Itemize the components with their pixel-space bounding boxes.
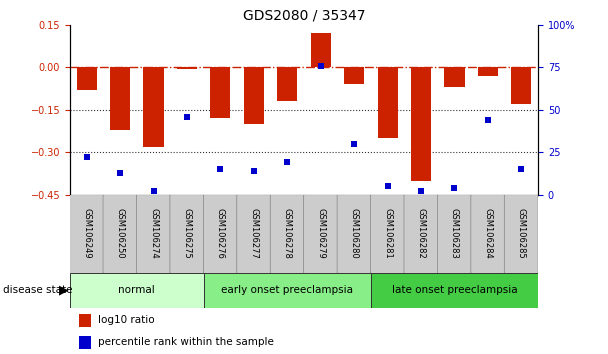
FancyBboxPatch shape (237, 195, 271, 273)
FancyBboxPatch shape (170, 195, 204, 273)
Point (383, 183, 393, 189)
Bar (511, 67, 531, 104)
Text: ▶: ▶ (59, 284, 69, 297)
FancyBboxPatch shape (270, 195, 304, 273)
FancyBboxPatch shape (203, 195, 237, 273)
FancyBboxPatch shape (103, 195, 137, 273)
FancyBboxPatch shape (370, 195, 404, 273)
Point (349, 141, 359, 147)
Point (249, 168, 259, 174)
FancyBboxPatch shape (504, 195, 538, 273)
Point (81, 154, 91, 160)
Text: log10 ratio: log10 ratio (97, 315, 154, 325)
Bar (79, 314, 91, 327)
Text: GSM106278: GSM106278 (283, 208, 292, 259)
Text: GSM106277: GSM106277 (249, 208, 258, 259)
Bar (77, 67, 97, 90)
Bar (277, 67, 297, 101)
Text: GSM106283: GSM106283 (450, 208, 459, 259)
Text: GSM106284: GSM106284 (483, 208, 492, 259)
Bar (70, 273, 204, 308)
Bar (411, 67, 431, 181)
Point (483, 117, 493, 123)
Text: GSM106285: GSM106285 (517, 208, 526, 259)
Bar (210, 67, 230, 118)
Point (282, 160, 292, 165)
Text: GSM106281: GSM106281 (383, 208, 392, 259)
Text: normal: normal (119, 285, 155, 295)
Bar (444, 67, 465, 87)
FancyBboxPatch shape (337, 195, 371, 273)
Text: GSM106250: GSM106250 (116, 208, 125, 259)
Text: GSM106275: GSM106275 (182, 208, 192, 259)
Bar (344, 67, 364, 84)
FancyBboxPatch shape (136, 195, 170, 273)
Bar (478, 67, 498, 76)
Point (182, 114, 192, 119)
Bar (79, 336, 91, 349)
FancyBboxPatch shape (404, 195, 438, 273)
Bar (143, 67, 164, 147)
Point (517, 166, 527, 172)
Point (115, 170, 125, 176)
Text: GSM106279: GSM106279 (316, 208, 325, 259)
Point (148, 188, 158, 194)
Bar (177, 67, 197, 69)
FancyBboxPatch shape (471, 195, 505, 273)
Text: percentile rank within the sample: percentile rank within the sample (97, 337, 274, 348)
Text: GSM106280: GSM106280 (350, 208, 359, 259)
Bar (244, 67, 264, 124)
Point (449, 185, 460, 191)
Text: GSM106274: GSM106274 (149, 208, 158, 259)
Point (215, 166, 225, 172)
Point (416, 188, 426, 194)
FancyBboxPatch shape (437, 195, 471, 273)
FancyBboxPatch shape (303, 195, 337, 273)
Text: late onset preeclampsia: late onset preeclampsia (392, 285, 517, 295)
Point (316, 63, 326, 68)
Bar (378, 67, 398, 138)
Bar (311, 33, 331, 67)
Text: GSM106276: GSM106276 (216, 208, 225, 259)
Title: GDS2080 / 35347: GDS2080 / 35347 (243, 8, 365, 22)
Text: GSM106249: GSM106249 (82, 208, 91, 259)
Text: disease state: disease state (3, 285, 72, 295)
Bar (110, 67, 130, 130)
FancyBboxPatch shape (69, 195, 103, 273)
Bar (371, 273, 538, 308)
Bar (204, 273, 371, 308)
Text: GSM106282: GSM106282 (416, 208, 426, 259)
Text: early onset preeclampsia: early onset preeclampsia (221, 285, 353, 295)
